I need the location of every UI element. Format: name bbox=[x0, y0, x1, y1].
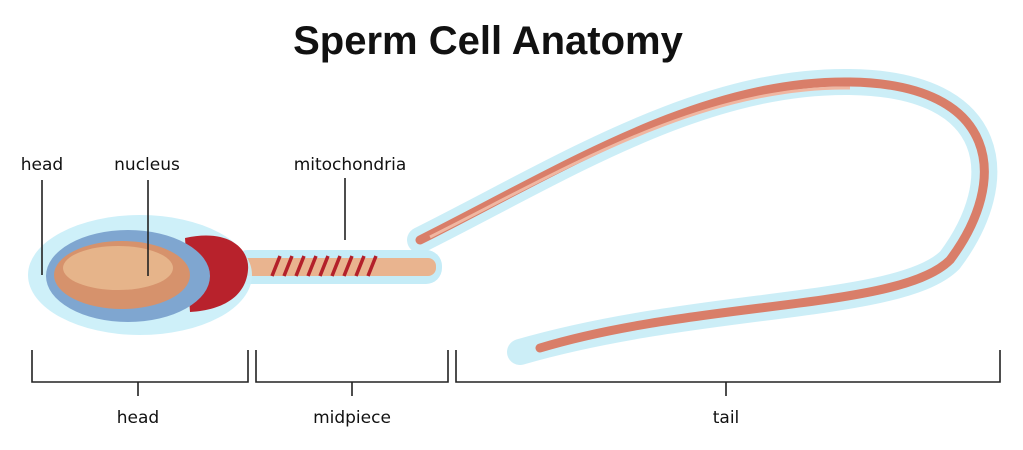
callout-label: nucleus bbox=[114, 155, 180, 175]
sperm-illustration bbox=[28, 68, 998, 365]
bracket bbox=[31, 350, 249, 396]
section-label: head bbox=[117, 408, 159, 428]
section-label: tail bbox=[713, 408, 740, 428]
bracket bbox=[255, 350, 449, 396]
bracket bbox=[455, 350, 1001, 396]
callout-label: mitochondria bbox=[294, 155, 407, 175]
title: Sperm Cell Anatomy bbox=[293, 19, 683, 63]
callout-label: head bbox=[21, 155, 63, 175]
section-label: midpiece bbox=[313, 408, 391, 428]
